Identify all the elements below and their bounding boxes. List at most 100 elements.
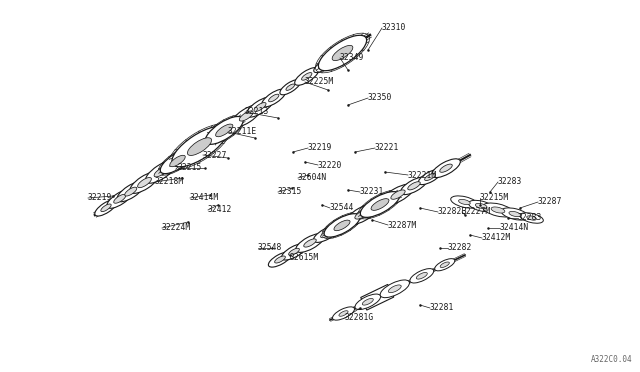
Text: 32615M: 32615M bbox=[290, 253, 319, 263]
Ellipse shape bbox=[95, 199, 117, 216]
Ellipse shape bbox=[501, 208, 529, 220]
Ellipse shape bbox=[282, 244, 307, 260]
Text: 32221: 32221 bbox=[375, 144, 399, 153]
Text: 32215M: 32215M bbox=[480, 193, 509, 202]
Text: 32219: 32219 bbox=[88, 193, 113, 202]
Ellipse shape bbox=[491, 207, 505, 213]
Text: 32227M: 32227M bbox=[462, 208, 492, 217]
Ellipse shape bbox=[205, 116, 243, 144]
Text: 32227: 32227 bbox=[203, 151, 227, 160]
Ellipse shape bbox=[314, 59, 333, 73]
Ellipse shape bbox=[435, 259, 455, 271]
Ellipse shape bbox=[101, 204, 111, 212]
Ellipse shape bbox=[188, 138, 212, 155]
Text: 32282: 32282 bbox=[448, 244, 472, 253]
Ellipse shape bbox=[408, 182, 420, 190]
Text: 32310: 32310 bbox=[382, 23, 406, 32]
Ellipse shape bbox=[275, 256, 285, 263]
Text: 32350: 32350 bbox=[368, 93, 392, 103]
Ellipse shape bbox=[416, 272, 428, 279]
Ellipse shape bbox=[431, 159, 460, 177]
Ellipse shape bbox=[346, 204, 378, 225]
Ellipse shape bbox=[296, 234, 324, 252]
Ellipse shape bbox=[172, 126, 227, 167]
Ellipse shape bbox=[458, 199, 470, 205]
Ellipse shape bbox=[130, 172, 159, 193]
Text: 32349: 32349 bbox=[340, 54, 364, 62]
Ellipse shape bbox=[334, 220, 350, 231]
Text: 32283: 32283 bbox=[498, 177, 522, 186]
Ellipse shape bbox=[382, 184, 414, 205]
Ellipse shape bbox=[145, 160, 177, 183]
Ellipse shape bbox=[304, 239, 316, 247]
Ellipse shape bbox=[520, 213, 543, 223]
Polygon shape bbox=[361, 285, 394, 310]
Ellipse shape bbox=[362, 298, 373, 305]
Text: 32287: 32287 bbox=[538, 198, 563, 206]
Ellipse shape bbox=[527, 216, 536, 220]
Ellipse shape bbox=[286, 84, 294, 90]
Ellipse shape bbox=[125, 187, 137, 196]
Text: 32414N: 32414N bbox=[500, 224, 529, 232]
Text: 32315: 32315 bbox=[278, 187, 302, 196]
Text: 32211E: 32211E bbox=[228, 128, 257, 137]
Ellipse shape bbox=[483, 203, 514, 217]
Text: 32414M: 32414M bbox=[190, 193, 220, 202]
Ellipse shape bbox=[301, 73, 312, 80]
Ellipse shape bbox=[170, 155, 185, 167]
Ellipse shape bbox=[280, 80, 301, 95]
Ellipse shape bbox=[371, 199, 389, 210]
Text: 32215: 32215 bbox=[178, 164, 202, 173]
Text: 32544: 32544 bbox=[330, 203, 355, 212]
Ellipse shape bbox=[318, 35, 367, 71]
Ellipse shape bbox=[380, 280, 410, 298]
Ellipse shape bbox=[440, 164, 452, 172]
Ellipse shape bbox=[509, 211, 521, 217]
Ellipse shape bbox=[360, 192, 400, 217]
Ellipse shape bbox=[468, 201, 494, 212]
Text: 32604N: 32604N bbox=[298, 173, 327, 183]
Ellipse shape bbox=[262, 89, 286, 107]
Ellipse shape bbox=[154, 167, 168, 177]
Ellipse shape bbox=[160, 148, 195, 174]
Text: A322C0.04: A322C0.04 bbox=[590, 355, 632, 364]
Ellipse shape bbox=[216, 124, 233, 137]
Text: 32231: 32231 bbox=[360, 187, 385, 196]
Ellipse shape bbox=[138, 177, 152, 187]
Ellipse shape bbox=[476, 203, 487, 209]
Ellipse shape bbox=[410, 269, 434, 283]
Text: 32282E: 32282E bbox=[438, 208, 467, 217]
Ellipse shape bbox=[239, 111, 253, 121]
Ellipse shape bbox=[269, 94, 279, 102]
Ellipse shape bbox=[401, 177, 428, 195]
Ellipse shape bbox=[117, 182, 145, 202]
Ellipse shape bbox=[339, 311, 348, 316]
Text: 32218M: 32218M bbox=[155, 177, 184, 186]
Ellipse shape bbox=[294, 68, 319, 85]
Text: 32287M: 32287M bbox=[388, 221, 417, 230]
Ellipse shape bbox=[268, 252, 292, 267]
Ellipse shape bbox=[355, 210, 369, 219]
Text: 32224M: 32224M bbox=[162, 224, 191, 232]
Text: 32221M: 32221M bbox=[408, 170, 437, 180]
Ellipse shape bbox=[424, 173, 435, 180]
Text: 32283: 32283 bbox=[518, 214, 542, 222]
Ellipse shape bbox=[319, 62, 328, 69]
Text: 32220: 32220 bbox=[318, 160, 342, 170]
Ellipse shape bbox=[333, 307, 355, 320]
Ellipse shape bbox=[254, 103, 266, 112]
Ellipse shape bbox=[114, 194, 126, 203]
Text: 32219: 32219 bbox=[308, 144, 332, 153]
Ellipse shape bbox=[324, 214, 360, 237]
Ellipse shape bbox=[246, 97, 274, 117]
Text: 32548: 32548 bbox=[258, 244, 282, 253]
Ellipse shape bbox=[355, 294, 381, 310]
Text: 32281G: 32281G bbox=[345, 314, 374, 323]
Text: 32281: 32281 bbox=[430, 304, 454, 312]
Ellipse shape bbox=[391, 190, 405, 199]
Text: 32412: 32412 bbox=[208, 205, 232, 215]
Text: 32213: 32213 bbox=[245, 108, 269, 116]
Ellipse shape bbox=[388, 285, 401, 293]
Ellipse shape bbox=[107, 189, 132, 208]
Ellipse shape bbox=[332, 45, 353, 61]
